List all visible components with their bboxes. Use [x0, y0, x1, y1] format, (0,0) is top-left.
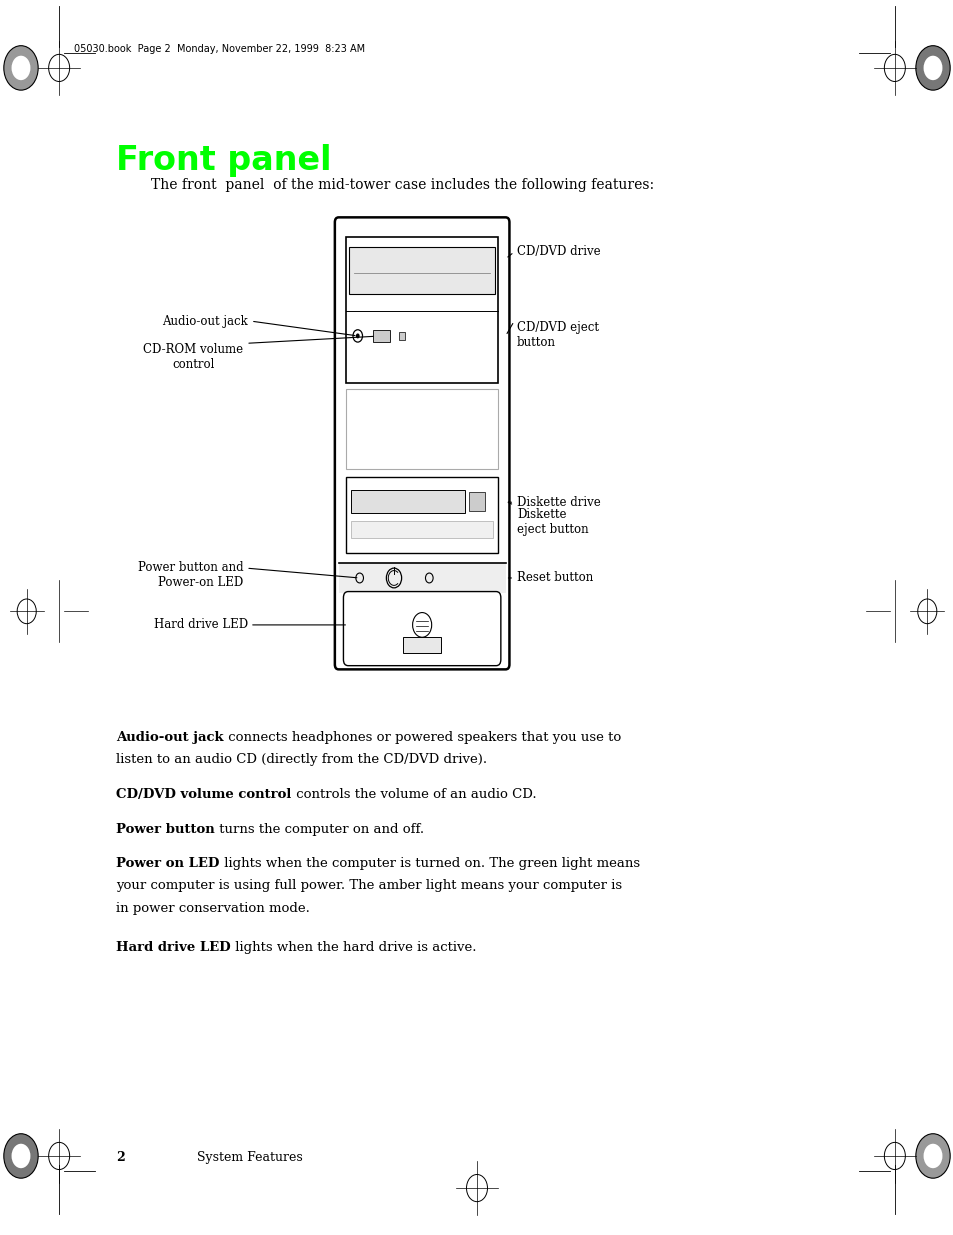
Text: Hard drive LED: Hard drive LED — [116, 941, 231, 955]
FancyBboxPatch shape — [335, 217, 509, 669]
Text: Hard drive LED: Hard drive LED — [153, 619, 248, 631]
Text: controls the volume of an audio CD.: controls the volume of an audio CD. — [292, 788, 536, 802]
Text: CD/DVD volume control: CD/DVD volume control — [116, 788, 292, 802]
Bar — [349, 247, 495, 294]
Bar — [351, 521, 493, 538]
Text: CD-ROM volume
control: CD-ROM volume control — [143, 343, 243, 372]
Bar — [402, 637, 440, 653]
Text: The front  panel  of the mid-tower case includes the following features:: The front panel of the mid-tower case in… — [151, 178, 653, 191]
Text: Diskette drive: Diskette drive — [517, 496, 600, 509]
Circle shape — [355, 333, 359, 338]
Bar — [346, 477, 497, 553]
Text: 2: 2 — [116, 1151, 125, 1165]
Text: lights when the computer is turned on. The green light means: lights when the computer is turned on. T… — [219, 857, 639, 871]
Text: System Features: System Features — [197, 1151, 303, 1165]
Circle shape — [4, 46, 38, 90]
Text: Front panel: Front panel — [116, 144, 332, 178]
Circle shape — [915, 1134, 949, 1178]
Bar — [469, 492, 484, 511]
Bar — [346, 389, 497, 469]
Text: in power conservation mode.: in power conservation mode. — [116, 902, 310, 915]
Text: Diskette
eject button: Diskette eject button — [517, 508, 588, 536]
Bar — [346, 237, 497, 383]
Text: 05030.book  Page 2  Monday, November 22, 1999  8:23 AM: 05030.book Page 2 Monday, November 22, 1… — [74, 44, 365, 54]
Text: connects headphones or powered speakers that you use to: connects headphones or powered speakers … — [224, 731, 620, 745]
Circle shape — [923, 56, 942, 80]
Bar — [351, 490, 464, 513]
Text: Reset button: Reset button — [517, 572, 593, 584]
FancyBboxPatch shape — [343, 592, 500, 666]
Text: CD/DVD drive: CD/DVD drive — [517, 246, 600, 258]
Text: listen to an audio CD (directly from the CD/DVD drive).: listen to an audio CD (directly from the… — [116, 753, 487, 767]
Circle shape — [11, 1144, 30, 1168]
Text: lights when the hard drive is active.: lights when the hard drive is active. — [231, 941, 476, 955]
Text: Power on LED: Power on LED — [116, 857, 219, 871]
Text: your computer is using full power. The amber light means your computer is: your computer is using full power. The a… — [116, 879, 622, 893]
Bar — [373, 330, 390, 342]
Text: Audio-out jack: Audio-out jack — [162, 315, 248, 327]
Circle shape — [915, 46, 949, 90]
Text: Audio-out jack: Audio-out jack — [116, 731, 224, 745]
Text: turns the computer on and off.: turns the computer on and off. — [215, 823, 424, 836]
Bar — [338, 563, 505, 593]
Circle shape — [11, 56, 30, 80]
Bar — [398, 332, 405, 340]
Text: Power button and
Power-on LED: Power button and Power-on LED — [137, 561, 243, 589]
Circle shape — [4, 1134, 38, 1178]
Text: Power button: Power button — [116, 823, 215, 836]
Text: CD/DVD eject
button: CD/DVD eject button — [517, 321, 598, 350]
Circle shape — [923, 1144, 942, 1168]
